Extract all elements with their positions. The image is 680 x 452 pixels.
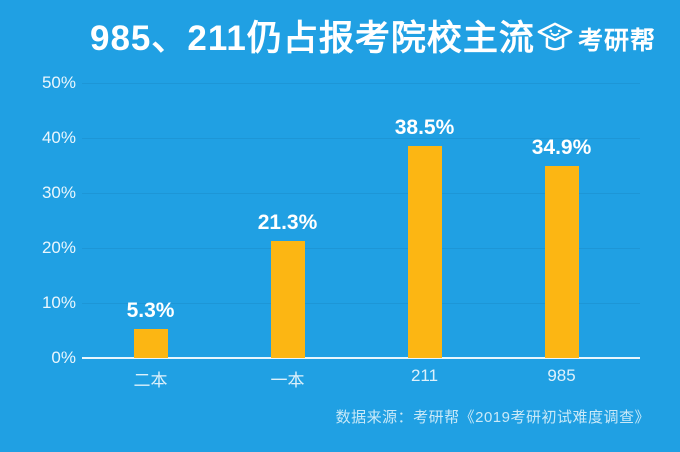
y-axis-tick-30%: 30% bbox=[41, 183, 76, 202]
category-label-二本: 二本 bbox=[133, 371, 168, 390]
gridline-10% bbox=[82, 303, 640, 304]
page-title: 985、211仍占报考院校主流 bbox=[90, 19, 535, 58]
value-label-985: 34.9% bbox=[531, 136, 592, 160]
graduation-cap-icon bbox=[536, 20, 574, 58]
y-axis-tick-10%: 10% bbox=[41, 293, 76, 312]
category-label-211: 211 bbox=[410, 366, 439, 385]
bar-211 bbox=[407, 146, 442, 358]
bar-985 bbox=[544, 166, 579, 358]
logo-text: 考研帮 bbox=[578, 27, 657, 55]
value-label-二本: 5.3% bbox=[126, 298, 175, 322]
y-axis-tick-20%: 20% bbox=[41, 238, 76, 257]
bar-二本 bbox=[133, 328, 168, 358]
gridline-30% bbox=[82, 193, 640, 194]
y-axis-tick-50%: 50% bbox=[41, 73, 76, 92]
value-label-一本: 21.3% bbox=[257, 210, 318, 234]
gridline-40% bbox=[82, 138, 640, 139]
bar-一本 bbox=[270, 240, 305, 358]
y-axis-tick-0%: 0% bbox=[51, 348, 76, 367]
value-label-211: 38.5% bbox=[394, 116, 455, 140]
category-label-一本: 一本 bbox=[270, 371, 305, 390]
category-label-985: 985 bbox=[547, 366, 576, 385]
y-axis-tick-40%: 40% bbox=[41, 128, 76, 147]
gridline-20% bbox=[82, 248, 640, 249]
x-axis-line bbox=[82, 357, 640, 359]
kaoyanbang-logo: 考研帮 bbox=[536, 20, 656, 58]
data-source-note: 数据来源：考研帮《2019考研初试难度调查》 bbox=[335, 409, 650, 426]
gridline-50% bbox=[82, 83, 640, 84]
